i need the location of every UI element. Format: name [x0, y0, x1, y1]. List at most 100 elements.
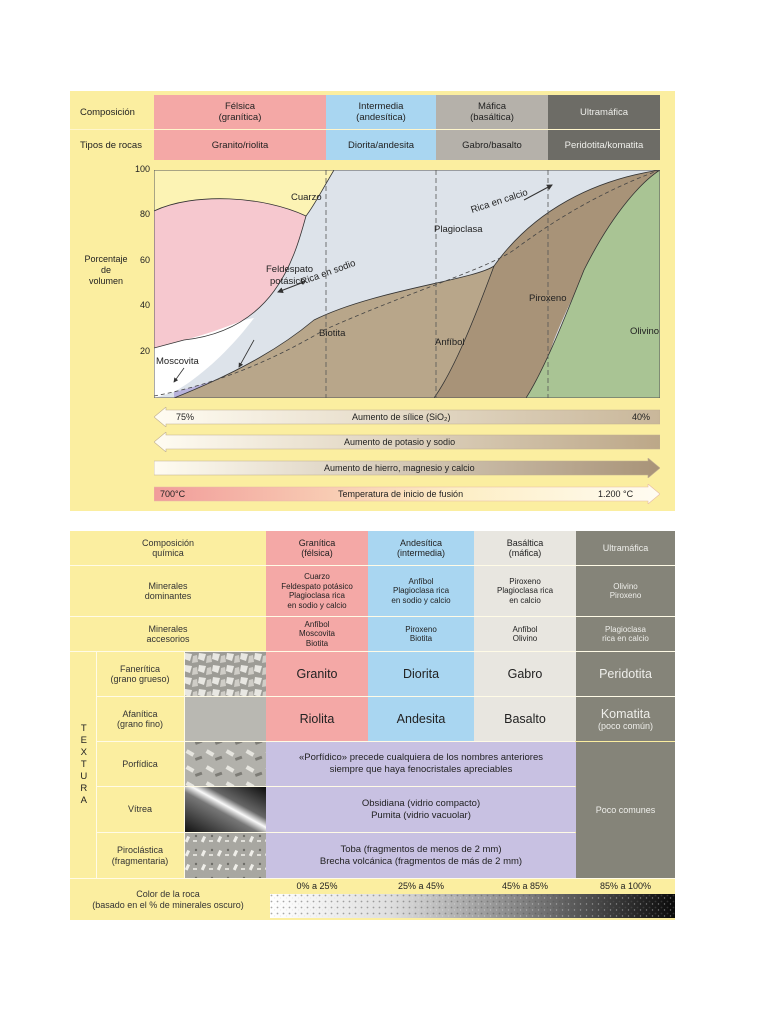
peridotite-cell: Peridotita — [576, 652, 675, 696]
tick-80: 80 — [139, 209, 150, 219]
porphyritic-swatch — [184, 742, 266, 786]
grid-line — [70, 616, 675, 617]
composition-row-label: Composición — [80, 106, 135, 118]
sodium-arrow — [277, 281, 305, 294]
rare-textures-cell: Poco comunes — [576, 742, 675, 878]
olivine-boundary — [525, 170, 660, 398]
granite-cell: Granito — [266, 652, 368, 696]
pyroxene-boundary — [433, 265, 495, 398]
temperature-label: Temperatura de inicio de fusión — [338, 489, 464, 499]
chem-ultramafic: Ultramáfica — [576, 531, 675, 565]
mineral-area-chart: Cuarzo Plagioclasa Feldespato potásico B… — [154, 170, 660, 398]
pyroclastic-swatch — [184, 833, 266, 878]
label-piroxeno: Piroxeno — [529, 293, 567, 304]
rock-felsic: Granito/riolita — [154, 130, 326, 160]
pyroclastic-description: Toba (fragmentos de menos de 2 mm) Brech… — [266, 833, 576, 878]
dominant-ultramafic: Olivino Piroxeno — [576, 566, 675, 616]
grid-line — [96, 696, 675, 697]
diorite-cell: Diorita — [368, 652, 474, 696]
rock-color-label: Color de la roca (basado en el % de mine… — [92, 889, 244, 910]
dominant-basaltic: Piroxeno Plagioclasa rica en calcio — [474, 566, 576, 616]
color-range-3: 45% a 85% — [501, 880, 549, 891]
komatiite-name: Komatita — [600, 706, 651, 721]
andesite-cell: Andesita — [368, 697, 474, 741]
amphibole-region — [174, 266, 494, 398]
iron-arrow: Aumento de hierro, magnesio y calcio — [154, 458, 660, 478]
aphanitic-label: Afanítica (grano fino) — [116, 708, 164, 730]
accessory-andesitic: Piroxeno Biotita — [368, 617, 474, 651]
label-anfibol: Anfíbol — [435, 337, 465, 348]
silica-arrow: 75% Aumento de sílice (SiO₂) 40% — [154, 407, 660, 427]
tick-100: 100 — [134, 164, 150, 174]
temperature-right-value: 1.200 °C — [598, 489, 634, 499]
biotite-pointer — [238, 339, 255, 368]
silica-right-value: 40% — [632, 412, 651, 422]
muscovite-region — [154, 318, 254, 398]
quartz-boundary — [154, 170, 335, 217]
y-axis-label: Porcentaje de volumen — [84, 254, 128, 286]
color-range-1: 0% a 25% — [296, 880, 338, 891]
chem-basaltic: Basáltica (máfica) — [474, 531, 576, 565]
tick-40: 40 — [139, 300, 150, 310]
potassium-arrow: Aumento de potasio y sodio — [154, 432, 660, 452]
sodium-dashed-curve — [154, 170, 660, 397]
composition-intermediate: Intermedia (andesítica) — [326, 95, 436, 129]
label-olivino: Olivino — [630, 326, 659, 337]
composition-ultramafic: Ultramáfica — [548, 95, 660, 129]
label-feldespato-1: Feldespato — [266, 264, 313, 275]
dominant-minerals-label: Minerales dominantes — [144, 580, 192, 602]
amphibole-top-boundary — [173, 170, 660, 398]
potassium-label: Aumento de potasio y sodio — [344, 437, 456, 447]
tick-60: 60 — [139, 255, 150, 265]
rock-color-gradient — [270, 894, 675, 918]
glassy-label: Vítrea — [127, 804, 152, 815]
gabbro-cell: Gabro — [474, 652, 576, 696]
tick-20: 20 — [139, 346, 150, 356]
silica-left-value: 75% — [176, 412, 195, 422]
rock-intermediate: Diorita/andesita — [326, 130, 436, 160]
potassium-feldspar-region — [154, 198, 306, 348]
phaneritic-swatch — [184, 652, 266, 696]
grid-line — [96, 786, 575, 787]
temperature-arrow: 700°C Temperatura de inicio de fusión 1.… — [154, 484, 660, 504]
rock-types-row-label: Tipos de rocas — [80, 139, 142, 151]
glassy-swatch — [184, 787, 266, 832]
grid-line — [184, 652, 185, 878]
label-feldespato-2: potásico — [270, 276, 305, 287]
feldspar-boundary — [154, 215, 307, 349]
grid-line — [96, 741, 575, 742]
komatiite-note: (poco común) — [597, 720, 654, 731]
calcium-arrow — [523, 184, 553, 201]
label-moscovita: Moscovita — [156, 356, 199, 367]
accessory-basaltic: Anfíbol Olivino — [474, 617, 576, 651]
header-divider — [70, 129, 660, 130]
porphyritic-label: Porfídica — [122, 758, 158, 769]
grid-line — [70, 651, 675, 652]
pyroclastic-label: Piroclástica (fragmentaria) — [111, 845, 169, 866]
grid-line — [96, 652, 97, 878]
mineral-composition-panel: Composición Félsica (granítica) Intermed… — [70, 91, 675, 511]
biotite-region — [174, 320, 314, 398]
iron-label: Aumento de hierro, magnesio y calcio — [324, 463, 475, 473]
dominant-granitic: Cuarzo Feldespato potásico Plagioclasa r… — [266, 566, 368, 616]
pyroxene-region — [434, 170, 660, 398]
texture-vertical-label: TEXTURA — [78, 723, 90, 807]
label-cuarzo: Cuarzo — [291, 192, 322, 203]
composition-mafic: Máfica (basáltica) — [436, 95, 548, 129]
label-biotita: Biotita — [319, 328, 346, 339]
aphanitic-swatch — [184, 697, 266, 741]
accessory-granitic: Anfíbol Moscovita Biotita — [266, 617, 368, 651]
dominant-andesitic: Anfíbol Plagioclasa rica en sodio y calc… — [368, 566, 474, 616]
color-range-4: 85% a 100% — [599, 880, 652, 891]
porphyritic-description: «Porfídico» precede cualquiera de los no… — [266, 742, 576, 786]
accessory-minerals-label: Minerales accesorios — [146, 623, 190, 645]
label-plagioclasa: Plagioclasa — [434, 224, 483, 235]
grid-line — [70, 565, 675, 566]
grid-line — [96, 832, 575, 833]
rock-ultramafic: Peridotita/komatita — [548, 130, 660, 160]
glassy-description: Obsidiana (vidrio compacto) Pumita (vidr… — [266, 787, 576, 832]
basalt-cell: Basalto — [474, 697, 576, 741]
quartz-region — [154, 170, 334, 216]
chem-granitic: Granítica (félsica) — [266, 531, 368, 565]
phaneritic-label: Fanerítica (grano grueso) — [110, 663, 170, 685]
